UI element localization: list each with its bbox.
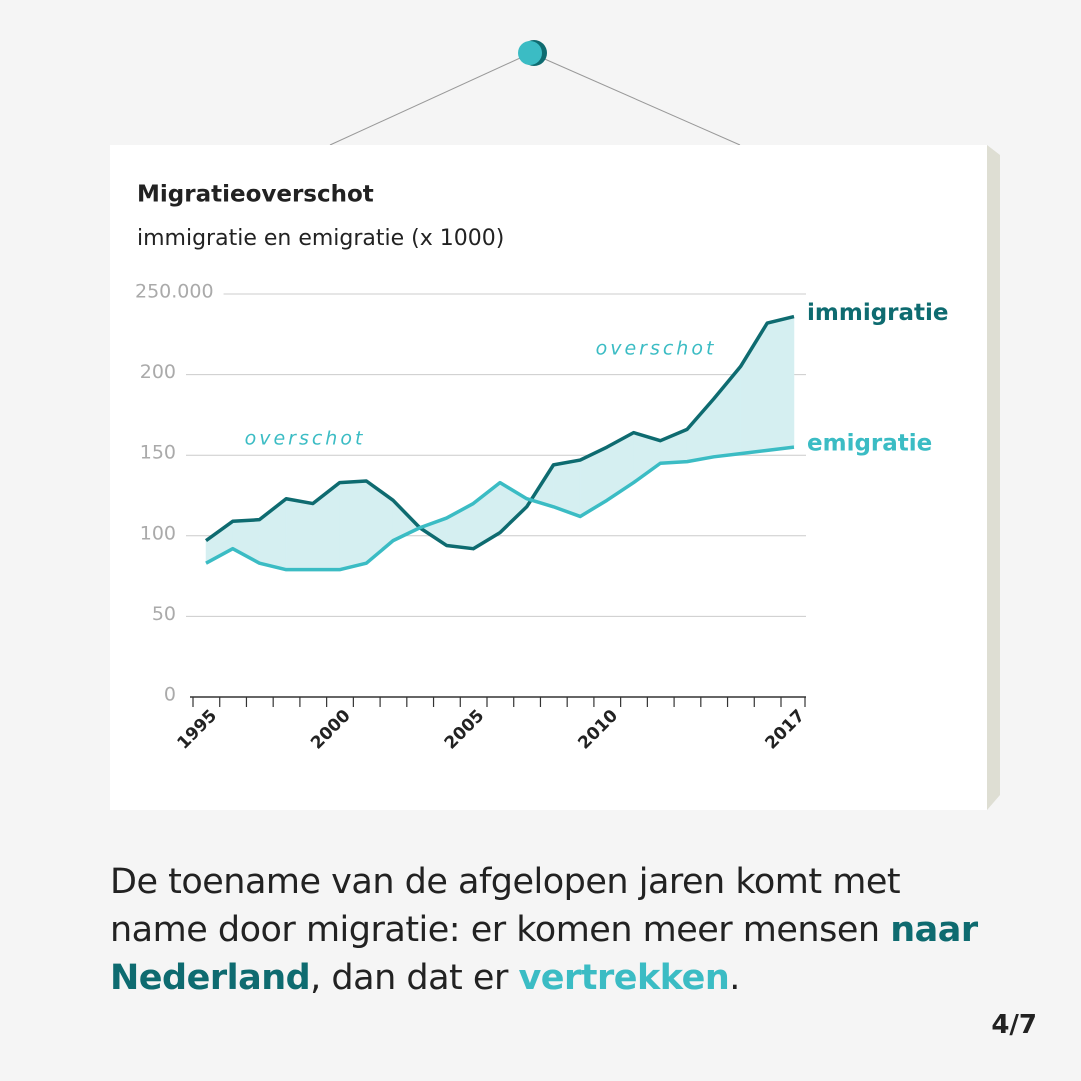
caption-text: .: [729, 958, 740, 998]
line: [205, 445, 795, 572]
caption: De toename van de afgelopen jaren komt m…: [110, 858, 980, 1002]
caption-highlight: naar Nederland: [110, 910, 978, 998]
string: [329, 52, 532, 146]
card-side: [987, 145, 1000, 810]
gap-area: [767, 316, 795, 451]
series-label: immigratie: [807, 300, 949, 326]
annotation: overschot: [596, 338, 717, 360]
pin: [518, 41, 542, 65]
gap-area: [285, 498, 314, 570]
caption-highlight: vertrekken: [518, 958, 730, 998]
page-number: 4/7: [991, 1010, 1037, 1040]
chart-subtitle: immigratie en emigratie (x 1000): [137, 226, 504, 251]
series-label: emigratie: [807, 431, 932, 457]
annotation: overschot: [245, 428, 366, 450]
y-tick-label: 150: [140, 442, 176, 464]
y-tick-label: 200: [140, 361, 176, 383]
chart: Migratieoverschot immigratie en emigrati…: [135, 40, 1000, 810]
y-tick-label: 50: [152, 603, 176, 625]
y-tick-label: 100: [140, 522, 176, 544]
string: [530, 52, 741, 146]
caption-text: De toename van de afgelopen jaren komt m…: [110, 862, 901, 950]
line: [204, 314, 795, 551]
y-tick-label: 0: [164, 684, 176, 706]
y-tick-label: 250.000: [135, 281, 214, 303]
caption-text: , dan dat er: [310, 958, 519, 998]
gap-area: [339, 480, 367, 570]
chart-title: Migratieoverschot: [137, 182, 374, 208]
